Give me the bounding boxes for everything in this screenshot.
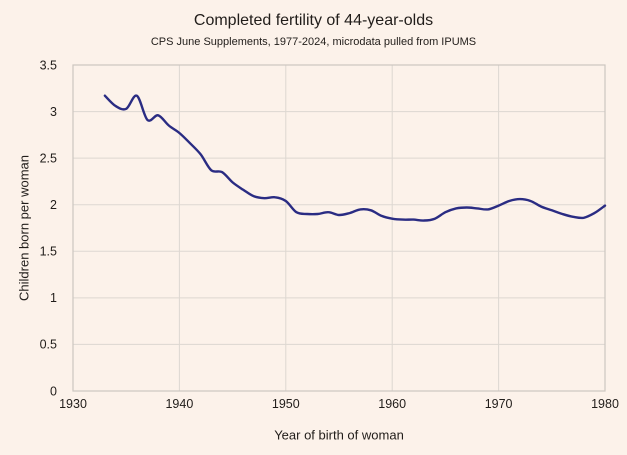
chart-title: Completed fertility of 44-year-olds <box>193 12 434 29</box>
plot-border <box>72 64 606 392</box>
y-tick-label: 1 <box>50 291 57 305</box>
chart-subtitle: CPS June Supplements, 1977-2024, microda… <box>150 36 477 48</box>
y-tick-label: 2.5 <box>40 151 57 165</box>
x-tick-label: 1960 <box>378 397 406 411</box>
x-tick-label: 1930 <box>59 397 87 411</box>
y-tick-label: 0 <box>50 384 57 398</box>
x-tick-label: 1940 <box>165 397 193 411</box>
y-tick-label: 3 <box>50 105 57 119</box>
y-tick-label: 2 <box>50 198 57 212</box>
fertility-line <box>103 94 607 222</box>
x-tick-label: 1950 <box>272 397 300 411</box>
y-tick-label: 1.5 <box>40 245 57 259</box>
y-tick-label: 3.5 <box>40 58 57 72</box>
y-tick-label: 0.5 <box>40 338 57 352</box>
x-axis-title: Year of birth of woman <box>274 427 404 443</box>
x-tick-label: 1980 <box>591 397 619 411</box>
x-tick-label: 1970 <box>485 397 513 411</box>
